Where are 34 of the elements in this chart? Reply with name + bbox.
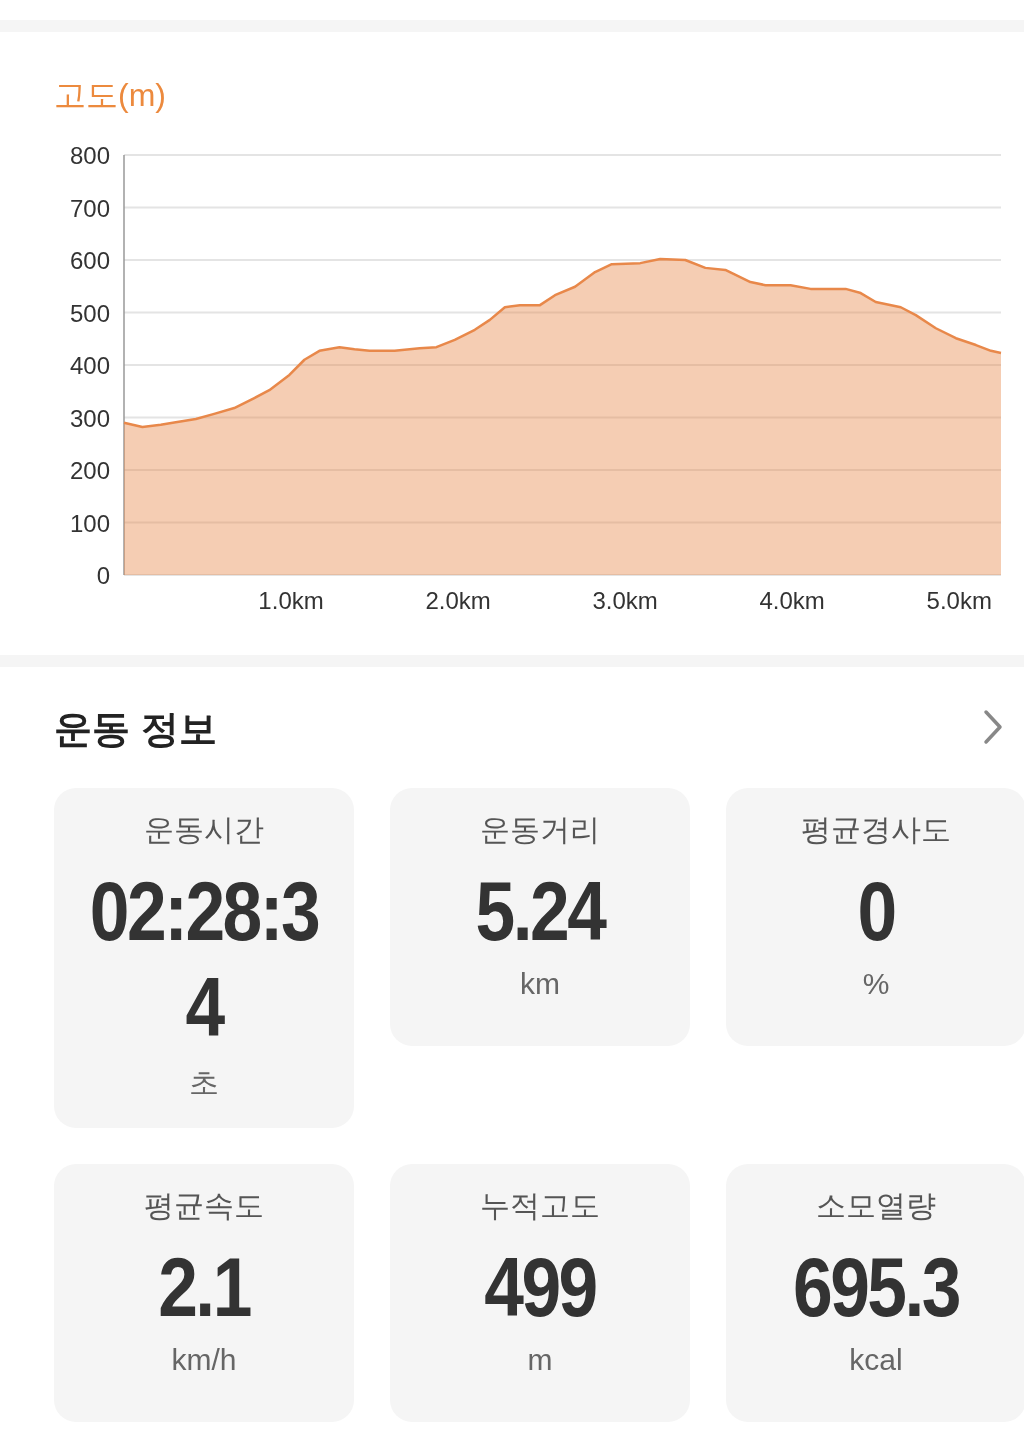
text: 소모열량 <box>815 1188 937 1224</box>
y-tick-label: 800 <box>69 142 110 169</box>
x-tick-label: 3.0km <box>592 587 658 614</box>
text: 평균경사도 <box>800 812 952 848</box>
text: km <box>519 967 561 1001</box>
text: % <box>861 967 891 1001</box>
text: 평균속도 <box>143 1188 265 1224</box>
text: 0 <box>856 863 896 959</box>
y-tick-label: 0 <box>96 562 110 589</box>
y-tick-label: 600 <box>69 247 110 274</box>
text: 누적고도 <box>479 1188 601 1224</box>
y-tick-label: 700 <box>69 194 110 222</box>
chart-title: 고도(m) <box>54 77 166 113</box>
text: 499 <box>483 1239 597 1335</box>
text: 운동거리 <box>479 812 601 848</box>
text: 5.24 <box>474 863 607 959</box>
text: m <box>526 1343 554 1377</box>
y-tick-label: 300 <box>69 404 110 432</box>
text: 운동 정보 <box>54 707 217 752</box>
y-tick-label: 200 <box>69 457 110 484</box>
x-tick-label: 2.0km <box>425 587 491 614</box>
x-tick-label: 5.0km <box>926 587 992 614</box>
text: 초 <box>188 1065 220 1101</box>
text: 2.1 <box>157 1239 252 1335</box>
text: 02:28:34 <box>88 863 320 1055</box>
text: km/h <box>170 1343 238 1377</box>
y-tick-label: 400 <box>69 352 110 379</box>
text: 운동시간 <box>143 812 265 848</box>
text: 695.3 <box>792 1239 960 1335</box>
y-tick-label: 500 <box>69 299 110 327</box>
text: kcal <box>848 1343 904 1377</box>
x-tick-label: 4.0km <box>759 587 825 614</box>
y-tick-label: 100 <box>69 509 110 537</box>
x-tick-label: 1.0km <box>258 587 324 614</box>
